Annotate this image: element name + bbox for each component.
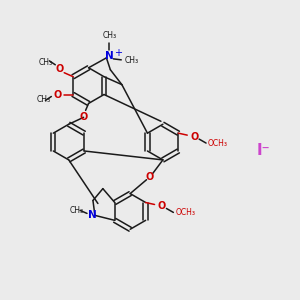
Text: CH₃: CH₃ bbox=[70, 206, 84, 215]
Text: CH₃: CH₃ bbox=[38, 58, 52, 67]
Text: CH₃: CH₃ bbox=[102, 31, 116, 40]
Text: O: O bbox=[146, 172, 154, 182]
Text: +: + bbox=[114, 48, 122, 58]
Text: O: O bbox=[55, 64, 63, 74]
Text: OCH₃: OCH₃ bbox=[208, 139, 228, 148]
Text: I⁻: I⁻ bbox=[257, 142, 271, 158]
Text: O: O bbox=[158, 202, 166, 212]
Text: N: N bbox=[88, 210, 96, 220]
Text: O: O bbox=[190, 132, 198, 142]
Text: CH₃: CH₃ bbox=[36, 95, 50, 104]
Text: O: O bbox=[53, 89, 61, 100]
Text: CH₃: CH₃ bbox=[124, 56, 138, 65]
Text: O: O bbox=[80, 112, 88, 122]
Text: N: N bbox=[105, 51, 114, 61]
Text: OCH₃: OCH₃ bbox=[176, 208, 195, 217]
